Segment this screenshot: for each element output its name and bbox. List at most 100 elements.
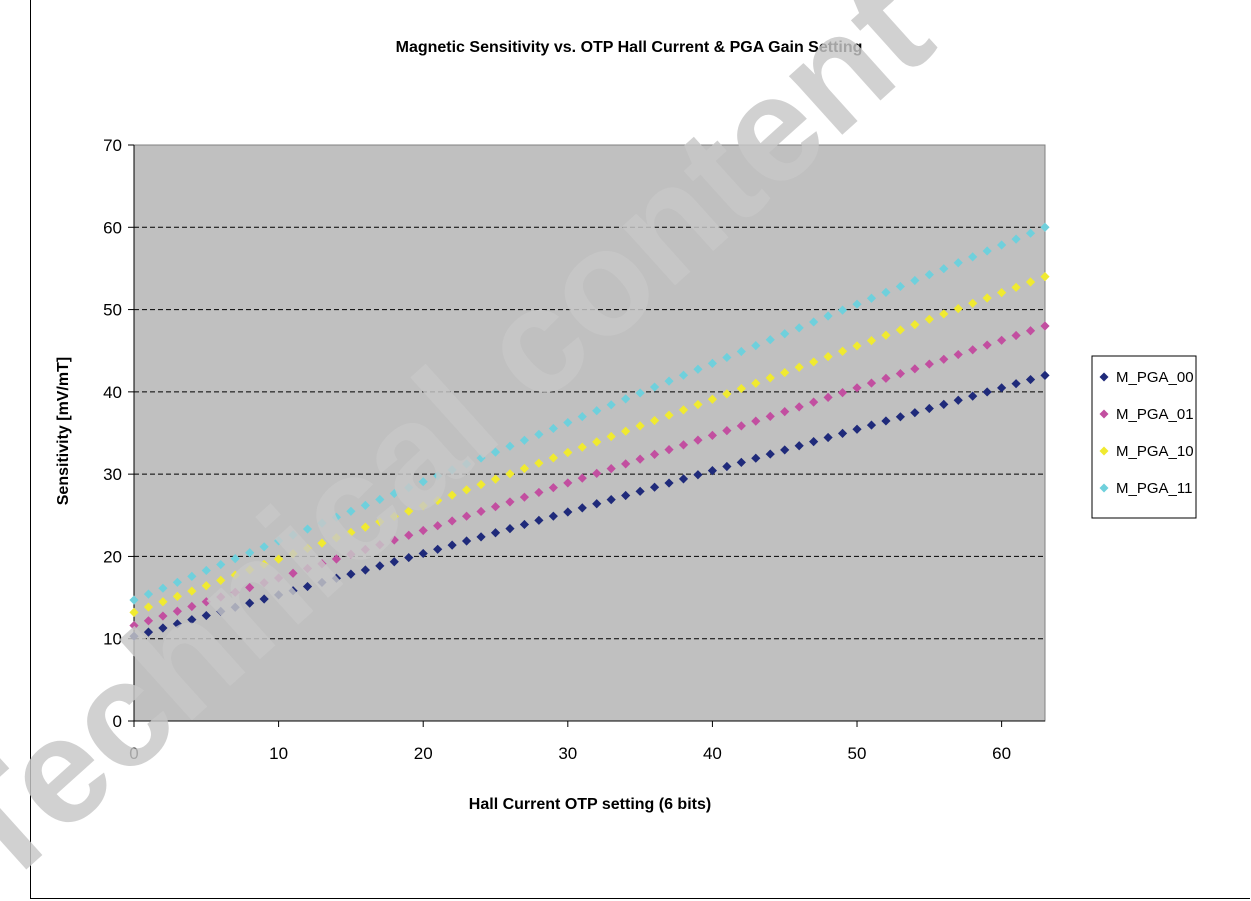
data-point (823, 351, 833, 362)
legend-box (1091, 355, 1197, 519)
data-point (129, 595, 139, 605)
data-point (201, 581, 211, 591)
data-point (924, 314, 934, 324)
data-point (794, 323, 804, 333)
data-point (693, 435, 703, 445)
data-point (866, 378, 877, 388)
data-point (274, 554, 284, 564)
data-point (881, 330, 891, 340)
data-point (519, 519, 530, 530)
data-point (794, 362, 804, 372)
data-point (389, 535, 399, 545)
data-point (505, 523, 515, 534)
data-point (216, 606, 226, 617)
data-point (143, 627, 154, 637)
data-point (707, 430, 718, 440)
data-point (143, 589, 154, 599)
legend-label: M_PGA_11 (1116, 480, 1192, 497)
data-point (404, 552, 414, 563)
data-point (490, 474, 501, 484)
data-point (389, 488, 399, 499)
data-point (447, 540, 457, 550)
data-point (997, 288, 1007, 298)
data-point (447, 465, 457, 475)
data-point (592, 406, 602, 416)
data-point (751, 378, 761, 388)
data-point (447, 516, 457, 526)
data-point (259, 542, 269, 552)
data-point (274, 536, 284, 546)
data-point (331, 512, 342, 522)
data-point (274, 573, 284, 583)
data-point (187, 601, 197, 612)
y-tick-label: 30 (103, 465, 122, 484)
data-point (548, 483, 558, 493)
data-point (346, 569, 356, 579)
data-point (201, 597, 211, 607)
data-point (635, 421, 645, 431)
data-point (707, 358, 718, 368)
legend-marker (1099, 483, 1109, 493)
data-point (288, 568, 298, 578)
data-point (621, 459, 631, 469)
data-point (592, 468, 602, 479)
data-point (1040, 370, 1050, 380)
data-point (982, 387, 992, 397)
data-point (230, 554, 240, 564)
data-point (375, 517, 385, 527)
data-point (736, 383, 746, 394)
data-point (129, 620, 139, 631)
data-point (939, 399, 949, 409)
legend-label: M_PGA_10 (1116, 443, 1194, 460)
data-point (866, 336, 877, 346)
data-point (461, 536, 472, 546)
data-point (939, 264, 949, 274)
y-tick-label: 40 (103, 383, 122, 402)
data-point (953, 395, 963, 405)
data-point (765, 411, 775, 421)
data-point (1025, 326, 1036, 336)
data-point (317, 538, 327, 548)
data-point (433, 544, 443, 554)
chart-title: Magnetic Sensitivity vs. OTP Hall Curren… (396, 39, 863, 56)
data-point (809, 437, 819, 447)
data-point (809, 397, 819, 407)
data-point (823, 392, 833, 402)
data-point (245, 548, 255, 558)
series-M_PGA_10 (129, 272, 1050, 617)
data-point (187, 615, 197, 625)
data-point (129, 607, 139, 617)
data-point (172, 591, 182, 601)
data-point (693, 399, 703, 410)
data-point (302, 524, 313, 534)
data-point (780, 407, 790, 417)
data-point (331, 533, 342, 543)
y-axis-title: Sensitivity [mV/mT] (55, 357, 72, 505)
data-point (461, 459, 472, 469)
data-point (158, 623, 168, 633)
data-point (548, 423, 558, 434)
data-point (895, 325, 905, 335)
data-point (534, 458, 544, 468)
data-point (302, 581, 313, 592)
data-point (577, 503, 587, 513)
data-point (649, 382, 660, 392)
data-point (490, 502, 501, 512)
data-point (216, 592, 226, 602)
data-point (317, 577, 327, 588)
data-point (982, 340, 992, 350)
data-point (765, 335, 775, 345)
data-point (1011, 379, 1021, 389)
data-point (519, 492, 530, 502)
plot-area (133, 144, 1046, 722)
legend-marker (1099, 409, 1109, 419)
data-point (678, 440, 689, 450)
data-point (1025, 277, 1036, 287)
y-tick-label: 20 (103, 547, 122, 566)
data-point (245, 598, 255, 608)
data-point (360, 500, 370, 510)
data-point (794, 402, 804, 412)
data-point (939, 309, 949, 319)
legend-label: M_PGA_01 (1116, 406, 1194, 423)
data-point (722, 426, 732, 436)
